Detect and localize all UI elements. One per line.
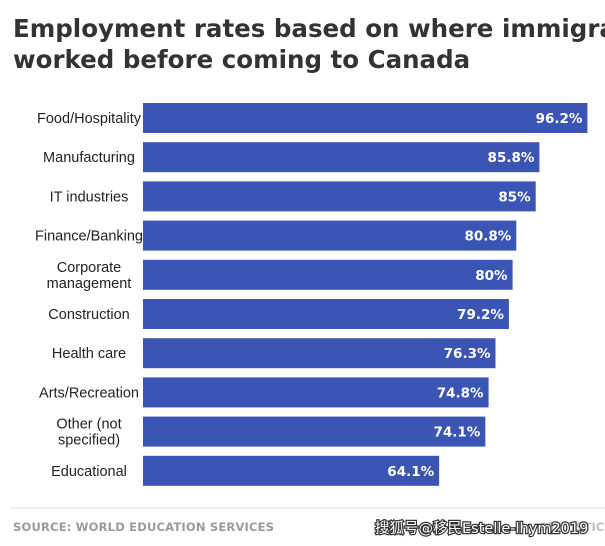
category-label: Corporate: [57, 260, 121, 276]
bar: [143, 142, 540, 173]
bar: [143, 181, 536, 212]
category-label: Other (not: [56, 417, 121, 433]
category-label: management: [47, 276, 132, 292]
bar: [143, 220, 517, 251]
bar: [143, 299, 509, 329]
plot-area: 96.2% Food/Hospitality 85.8% Manufacturing 8…: [35, 103, 588, 486]
bar-value-label: 76.3%: [444, 346, 491, 362]
bar: [143, 259, 513, 290]
bar-value-label: 80.8%: [464, 229, 511, 245]
bar-value-label: 74.1%: [433, 425, 480, 441]
bar-value-label: 79.2%: [457, 307, 504, 323]
bar-value-label: 64.1%: [387, 464, 434, 480]
category-label: Food/Hospitality: [37, 111, 142, 127]
brand-logo-text: STATISTIC: [540, 520, 604, 534]
bar: [143, 377, 489, 408]
bar: [143, 103, 588, 133]
bar-value-label: 80%: [475, 268, 508, 284]
category-label: Construction: [48, 307, 129, 323]
bar: [143, 338, 496, 369]
watermark: 搜狐号@移民Estelle-lhym2019: [375, 520, 588, 537]
bar-value-label: 74.8%: [437, 385, 484, 401]
bar-value-label: 96.2%: [536, 111, 583, 127]
chart-title: Employment rates based on where immigran…: [13, 14, 605, 74]
bar-value-label: 85%: [498, 189, 531, 205]
chart-title-line: worked before coming to Canada: [13, 45, 470, 74]
chart-title-line: Employment rates based on where immigran…: [13, 14, 605, 43]
category-label: specified): [58, 433, 120, 449]
category-label: Health care: [52, 346, 126, 362]
bar: [143, 455, 440, 486]
category-label: Educational: [51, 464, 127, 480]
bar: [143, 416, 486, 447]
category-label: Manufacturing: [43, 150, 135, 166]
source-note: SOURCE: WORLD EDUCATION SERVICES: [13, 520, 274, 534]
chart-footer: SOURCE: WORLD EDUCATION SERVICES STATIST…: [10, 507, 605, 538]
category-label: Finance/Banking: [35, 229, 143, 245]
bar-value-label: 85.8%: [488, 150, 535, 166]
category-label: IT industries: [50, 189, 129, 205]
category-label: Arts/Recreation: [39, 385, 139, 401]
